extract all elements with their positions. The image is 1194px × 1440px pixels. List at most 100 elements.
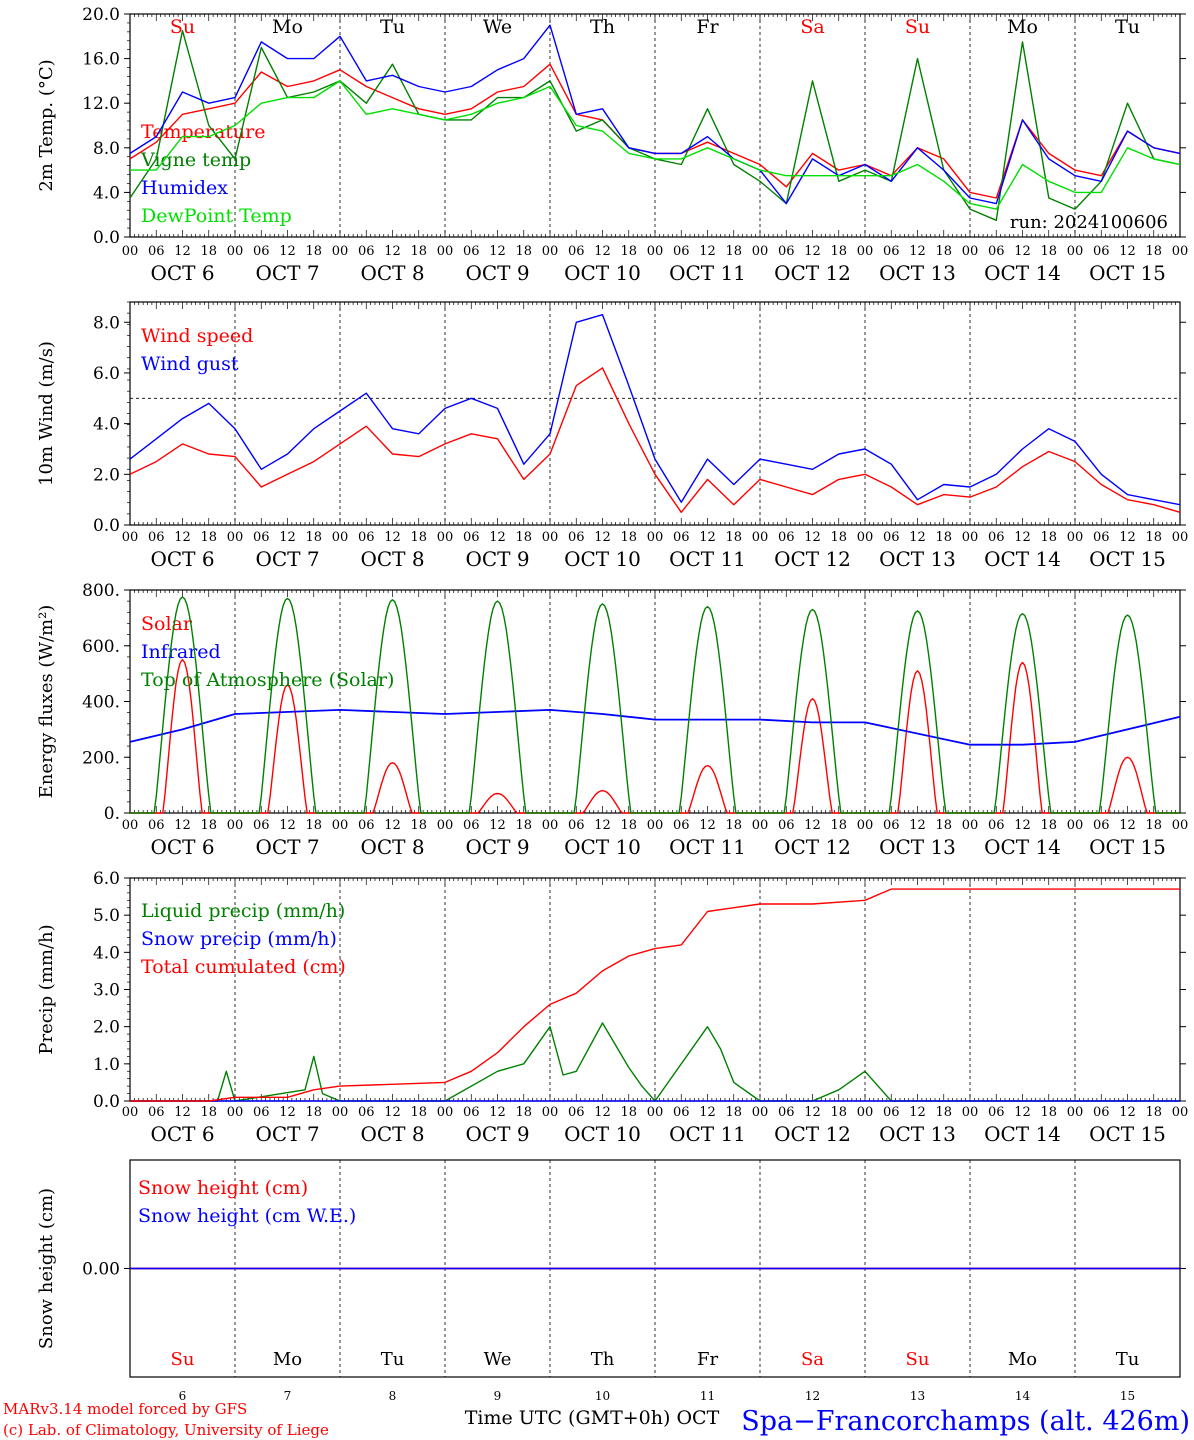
hour-label: 18 (410, 244, 427, 259)
hour-label: 12 (594, 1105, 611, 1120)
weekday-label: Sa (800, 16, 824, 38)
panel-4: 0.0 1.0 2.0 3.0 4.0 5.0 6.0 Precip (mm/h) 00 06 12… (36, 869, 1188, 1146)
hour-label: 12 (279, 1105, 296, 1120)
y-tick-label: 6.0 (93, 869, 120, 889)
hour-label: 00 (1172, 244, 1189, 259)
hour-label: 06 (778, 818, 795, 833)
hour-label: 12 (804, 530, 821, 545)
hour-label: 18 (830, 530, 847, 545)
y-tick-label: 4.0 (93, 943, 120, 963)
hour-label: 00 (227, 530, 244, 545)
hour-label: 12 (1014, 530, 1031, 545)
hour-label: 12 (699, 1105, 716, 1120)
date-label: OCT 10 (564, 835, 641, 859)
panel-2: 0.0 2.0 4.0 6.0 8.0 10m Wind (m/s) 00 06 12 18 OCT… (36, 301, 1189, 571)
y-tick-label: 8.0 (93, 139, 120, 159)
legend-entry: Wind gust (141, 353, 239, 375)
hour-label: 12 (699, 530, 716, 545)
hour-label: 18 (410, 818, 427, 833)
hour-label: 06 (673, 818, 690, 833)
y-tick-label: 200. (82, 748, 120, 768)
date-label: OCT 13 (879, 1122, 956, 1146)
y-axis-label: Energy fluxes (W/m²) (36, 605, 57, 799)
series-line-blue (129, 24, 1181, 205)
hour-label: 00 (962, 818, 979, 833)
hour-label: 06 (253, 1105, 270, 1120)
y-tick-label: 2.0 (93, 465, 120, 485)
date-label: OCT 6 (150, 547, 214, 571)
hour-label: 06 (148, 530, 165, 545)
series-line-red (130, 888, 1180, 1102)
hour-label: 12 (384, 818, 401, 833)
hour-label: 00 (1067, 244, 1084, 259)
hour-label: 18 (410, 1105, 427, 1120)
hour-label: 00 (857, 244, 874, 259)
hour-label: 00 (122, 530, 139, 545)
credit-line-1: MARv3.14 model forced by GFS (3, 1400, 247, 1418)
date-label: OCT 15 (1089, 1122, 1166, 1146)
hour-label: 06 (148, 244, 165, 259)
hour-label: 12 (909, 1105, 926, 1120)
hour-label: 12 (489, 244, 506, 259)
hour-label: 06 (778, 530, 795, 545)
day-number-label: 10 (595, 1389, 610, 1403)
hour-label: 00 (332, 1105, 349, 1120)
hour-label: 06 (673, 1105, 690, 1120)
day-number-label: 13 (910, 1389, 925, 1403)
hour-label: 06 (1093, 818, 1110, 833)
hour-label: 00 (122, 244, 139, 259)
weekday-label: Tu (381, 1349, 405, 1370)
date-label: OCT 11 (669, 261, 746, 285)
hour-label: 06 (568, 244, 585, 259)
day-number-label: 9 (494, 1389, 502, 1403)
date-label: OCT 12 (774, 261, 851, 285)
date-label: OCT 7 (255, 1122, 319, 1146)
hour-label: 06 (1093, 530, 1110, 545)
day-number-label: 8 (389, 1389, 397, 1403)
hour-label: 06 (778, 1105, 795, 1120)
hour-label: 18 (725, 818, 742, 833)
y-axis-label: Snow height (cm) (36, 1188, 57, 1349)
legend-entry: Vigne temp (140, 149, 251, 171)
hour-label: 00 (332, 244, 349, 259)
hour-label: 12 (1119, 818, 1136, 833)
plot-frame (129, 589, 1181, 814)
hour-label: 18 (725, 1105, 742, 1120)
weekday-label: Tu (1116, 1349, 1140, 1370)
hour-label: 00 (542, 530, 559, 545)
y-tick-label: 0. (104, 804, 120, 824)
y-tick-label: 0.0 (93, 228, 120, 248)
run-label: run: 2024100606 (1010, 212, 1168, 233)
hour-label: 18 (935, 244, 952, 259)
hour-label: 00 (647, 818, 664, 833)
date-label: OCT 8 (360, 835, 424, 859)
hour-label: 12 (384, 1105, 401, 1120)
series-line-green (130, 596, 1180, 814)
y-tick-label: 4.0 (93, 183, 120, 203)
weekday-label: We (484, 1349, 512, 1370)
hour-label: 18 (305, 530, 322, 545)
date-label: OCT 14 (984, 261, 1061, 285)
weekday-label: Sa (801, 1349, 824, 1370)
y-tick-label: 1.0 (93, 1055, 120, 1075)
y-tick-label: 12.0 (82, 94, 120, 114)
hour-label: 06 (463, 530, 480, 545)
hour-label: 06 (988, 818, 1005, 833)
hour-label: 00 (752, 1105, 769, 1120)
date-label: OCT 9 (465, 835, 529, 859)
day-number-label: 12 (805, 1389, 820, 1403)
hour-label: 00 (542, 818, 559, 833)
hour-label: 18 (1145, 818, 1162, 833)
date-label: OCT 7 (255, 547, 319, 571)
hour-label: 06 (1093, 244, 1110, 259)
hour-label: 00 (1172, 530, 1189, 545)
date-label: OCT 14 (984, 1122, 1061, 1146)
date-label: OCT 15 (1089, 547, 1166, 571)
hour-label: 00 (1067, 530, 1084, 545)
hour-label: 18 (620, 818, 637, 833)
hour-label: 00 (332, 530, 349, 545)
legend-entry: Snow precip (mm/h) (141, 928, 337, 950)
panel-3: 0. 200. 400. 600. 800. Energy fluxes (W/m²) 00… (36, 581, 1188, 859)
panels-layer: 0.0 4.0 8.0 12.0 16.0 20.0 2m Temp. (°C) 00 06 12… (36, 5, 1188, 1403)
